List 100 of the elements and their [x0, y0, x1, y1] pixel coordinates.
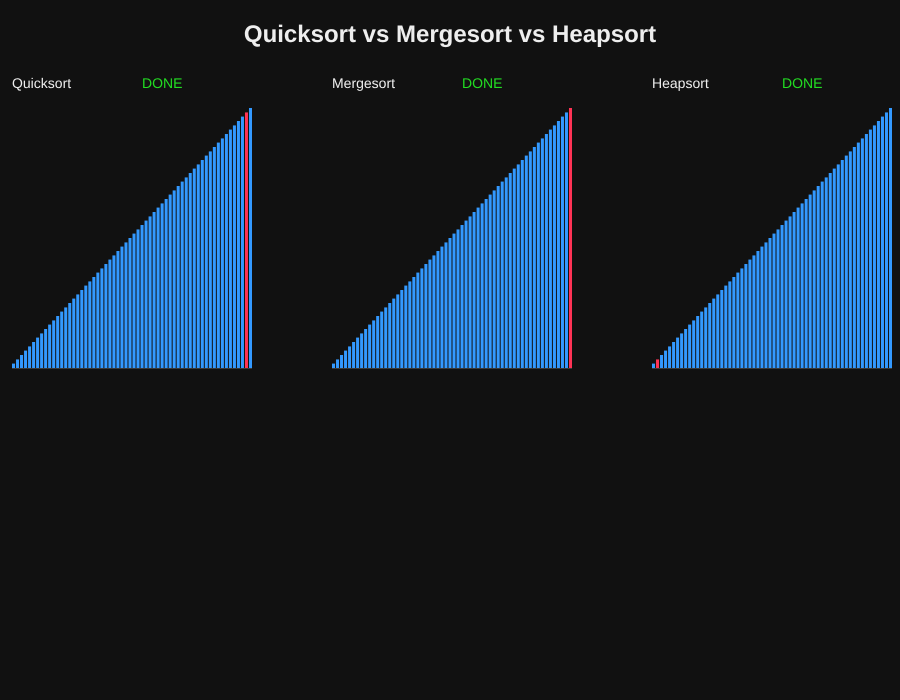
- bar: [420, 268, 424, 368]
- bar: [396, 294, 400, 368]
- bar: [776, 229, 780, 368]
- bar: [64, 307, 68, 368]
- bar: [28, 346, 32, 368]
- text: DONE: [782, 75, 822, 91]
- bar: [812, 190, 816, 368]
- bar: [332, 364, 336, 368]
- bar: [24, 350, 28, 368]
- bar: [48, 324, 52, 368]
- bar: [108, 260, 112, 368]
- bar: [464, 220, 468, 368]
- bar: [192, 168, 196, 368]
- bar: [824, 177, 828, 368]
- bar: [844, 156, 848, 368]
- bar: [476, 208, 480, 368]
- bar: [740, 268, 744, 368]
- bar: [560, 116, 564, 368]
- bar: [204, 156, 208, 368]
- bar: [444, 242, 448, 368]
- bar: [348, 346, 352, 368]
- bar: [736, 272, 740, 368]
- bar: [60, 312, 64, 368]
- bar: [132, 234, 136, 368]
- bar: [124, 242, 128, 368]
- bar: [848, 151, 852, 368]
- bar: [136, 229, 140, 368]
- bar: [156, 208, 160, 368]
- bar: [408, 281, 412, 368]
- text: DONE: [142, 75, 182, 91]
- bar: [680, 333, 684, 368]
- bar: [652, 364, 656, 368]
- bar: [888, 108, 892, 368]
- bar: [564, 112, 568, 368]
- bar: [148, 216, 152, 368]
- bar: [12, 364, 16, 368]
- bar: [404, 286, 408, 368]
- bar: [788, 216, 792, 368]
- bar: [748, 260, 752, 368]
- bar: [360, 333, 364, 368]
- bar: [800, 203, 804, 368]
- bar: [764, 242, 768, 368]
- bar: [716, 294, 720, 368]
- bar: [880, 116, 884, 368]
- bar: [172, 190, 176, 368]
- bar: [168, 194, 172, 368]
- bar: [72, 298, 76, 368]
- chart-title: Mergesort: [332, 75, 396, 91]
- bar: [872, 125, 876, 368]
- bar: [384, 307, 388, 368]
- bar: [668, 346, 672, 368]
- bar: [548, 130, 552, 368]
- bar: [808, 194, 812, 368]
- bar: [884, 112, 888, 368]
- bar: [184, 177, 188, 368]
- bar: [540, 138, 544, 368]
- bar: [796, 208, 800, 368]
- bar: [784, 220, 788, 368]
- bar: [692, 320, 696, 368]
- bar: [220, 138, 224, 368]
- bar: [228, 130, 232, 368]
- bar: [392, 298, 396, 368]
- bar: [760, 246, 764, 368]
- bar: [248, 108, 252, 368]
- bar: [700, 312, 704, 368]
- bar: [336, 359, 340, 368]
- bar: [836, 164, 840, 368]
- bar: [216, 142, 220, 368]
- bar: [528, 151, 532, 368]
- bar: [500, 182, 504, 368]
- bar: [96, 272, 100, 368]
- bar: [568, 108, 572, 368]
- bar: [112, 255, 116, 368]
- bar: [536, 142, 540, 368]
- text: DONE: [462, 75, 502, 91]
- bar: [440, 246, 444, 368]
- bar: [16, 359, 20, 368]
- bar: [820, 182, 824, 368]
- bar: [524, 156, 528, 368]
- bar: [724, 286, 728, 368]
- bar: [428, 260, 432, 368]
- bar: [688, 324, 692, 368]
- bar: [704, 307, 708, 368]
- bar: [40, 333, 44, 368]
- bar: [196, 164, 200, 368]
- bar: [356, 338, 360, 368]
- bar: [676, 338, 680, 368]
- bar: [868, 130, 872, 368]
- bar: [480, 203, 484, 368]
- bar: [76, 294, 80, 368]
- text: Quicksort vs Mergesort vs Heapsort: [244, 21, 656, 48]
- bar: [36, 338, 40, 368]
- bar: [452, 234, 456, 368]
- bar: [432, 255, 436, 368]
- bar: [344, 350, 348, 368]
- bar: [52, 320, 56, 368]
- bar: [144, 220, 148, 368]
- bar: [84, 286, 88, 368]
- bar: [504, 177, 508, 368]
- bar: [380, 312, 384, 368]
